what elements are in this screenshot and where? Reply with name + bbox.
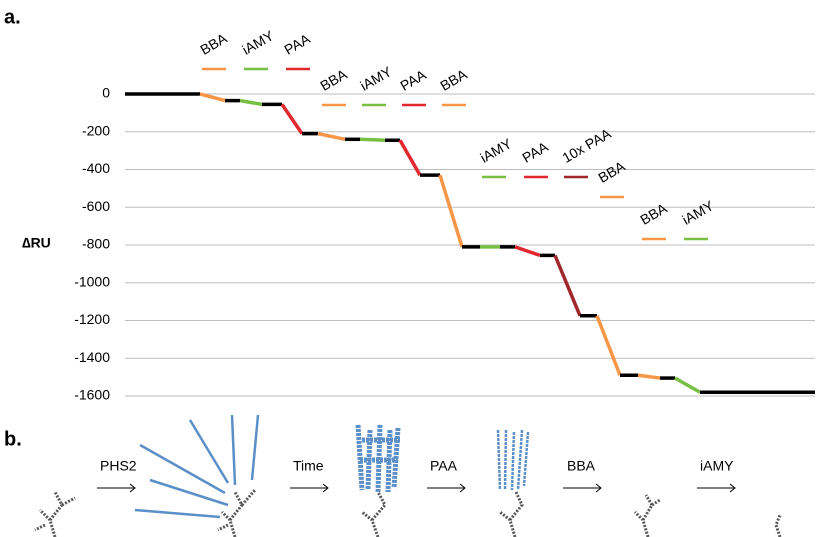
line-segment — [597, 316, 620, 375]
molecule — [35, 492, 75, 537]
molecule — [500, 492, 522, 537]
molecule — [218, 490, 255, 537]
y-tick-label: -1000 — [74, 273, 110, 289]
annotation: PAA — [519, 138, 551, 166]
chains — [358, 425, 400, 492]
panel-label: b. — [4, 428, 22, 450]
line-segment — [240, 101, 262, 105]
arrow — [697, 484, 735, 492]
annotation: PAA — [397, 66, 429, 94]
diagram: PHS2 Time PAA BBA iAMY — [35, 415, 780, 537]
annotation: BBA — [637, 200, 670, 228]
arrow — [563, 484, 601, 492]
annotation: iAMY — [679, 197, 717, 228]
line-segment — [440, 175, 462, 247]
chains — [135, 415, 258, 517]
molecule — [362, 492, 385, 537]
y-tick-label: -1600 — [74, 387, 110, 403]
line-segment — [360, 139, 385, 140]
annotation: 10x PAA — [559, 125, 614, 166]
figure: a. ∆RU b. PHS2 Time PAA BBA iAMY 0 -200 -4… — [0, 0, 821, 537]
panel-label: a. — [4, 6, 21, 28]
annotation: iAMY — [239, 27, 277, 58]
line-segment — [282, 104, 302, 133]
step-label: BBA — [567, 458, 596, 474]
y-tick-label: -400 — [82, 160, 110, 176]
annotation: iAMY — [477, 135, 515, 166]
arrow — [427, 484, 465, 492]
y-tick-label: -800 — [82, 236, 110, 252]
y-tick-label: 0 — [102, 85, 110, 101]
line-segment — [638, 375, 660, 378]
step-label: iAMY — [700, 458, 734, 474]
y-tick-label: -200 — [82, 122, 110, 138]
annotation: PAA — [281, 30, 313, 58]
chains — [498, 430, 528, 490]
line-segment — [555, 255, 580, 315]
line-segment — [200, 94, 225, 101]
line-segment — [675, 378, 700, 392]
line-segment — [318, 134, 345, 140]
y-tick-label: -1400 — [74, 349, 110, 365]
molecule — [776, 515, 780, 537]
annotation: iAMY — [357, 63, 395, 94]
annotation: BBA — [197, 30, 230, 58]
y-axis-label: ∆RU — [22, 235, 51, 251]
step-label: Time — [293, 458, 324, 474]
annotation: BBA — [437, 66, 470, 94]
arrow — [97, 484, 135, 492]
annotation: BBA — [317, 66, 350, 94]
step-label: PAA — [430, 458, 458, 474]
y-tick-label: -600 — [82, 198, 110, 214]
line-segment — [515, 247, 540, 255]
molecule — [635, 495, 660, 537]
y-tick-label: -1200 — [74, 311, 110, 327]
arrow — [290, 484, 328, 492]
annotation: BBA — [595, 158, 628, 186]
step-label: PHS2 — [100, 458, 137, 474]
